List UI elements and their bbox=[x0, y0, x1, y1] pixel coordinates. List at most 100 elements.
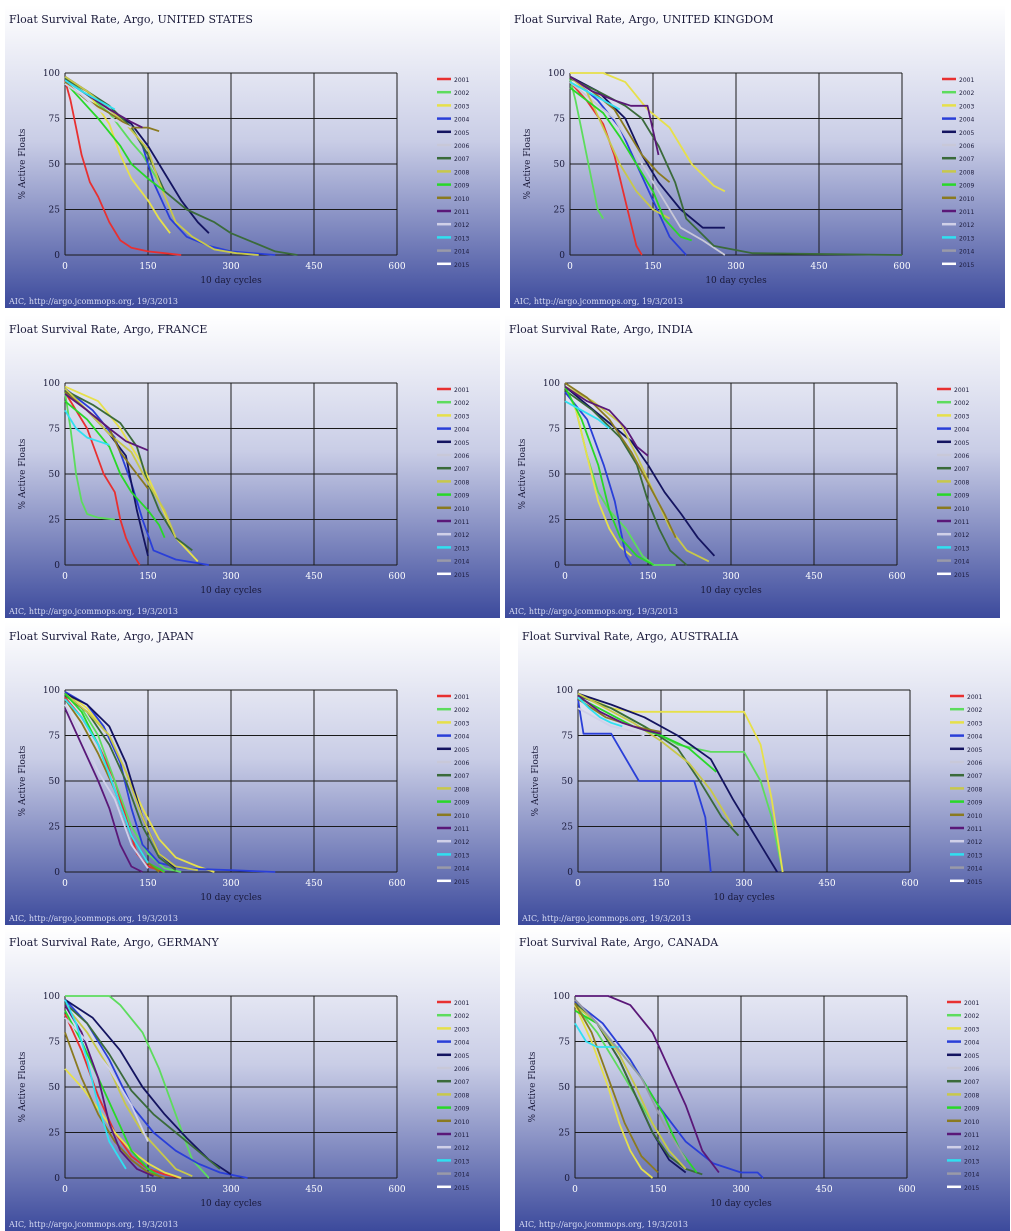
series-line-2010 bbox=[574, 1002, 659, 1174]
x-tick-label: 0 bbox=[567, 262, 573, 272]
source-credit: AIC, http://argo.jcommops.org, 19/3/2013 bbox=[8, 1220, 178, 1229]
legend-label: 2001 bbox=[964, 1000, 979, 1007]
x-tick-label: 300 bbox=[727, 262, 744, 272]
source-credit: AIC, http://argo.jcommops.org, 19/3/2013 bbox=[8, 607, 178, 616]
x-axis-label: 10 day cycles bbox=[200, 276, 262, 286]
survival-chart-panel: Float Survival Rate, Argo, UNITED KINGDO… bbox=[510, 5, 1005, 308]
x-tick-label: 150 bbox=[649, 1185, 666, 1195]
legend-label: 2014 bbox=[954, 559, 969, 566]
y-tick-label: 100 bbox=[43, 69, 60, 79]
x-axis-label: 10 day cycles bbox=[700, 586, 762, 596]
legend-label: 2010 bbox=[454, 196, 469, 203]
series-group bbox=[64, 385, 210, 566]
grid bbox=[577, 689, 911, 873]
series-line-2007 bbox=[577, 694, 740, 837]
x-tick-label: 600 bbox=[388, 572, 405, 582]
series-line-2013 bbox=[574, 1022, 620, 1048]
series-line-2011 bbox=[569, 75, 660, 156]
y-tick-label: 75 bbox=[49, 115, 61, 125]
y-tick-label: 75 bbox=[49, 732, 61, 742]
source-credit: AIC, http://argo.jcommops.org, 19/3/2013 bbox=[513, 297, 683, 306]
legend-label: 2002 bbox=[964, 1013, 979, 1020]
chart-svg: Float Survival Rate, Argo, INDIA 0 150 300 4… bbox=[505, 315, 1000, 618]
legend-label: 2010 bbox=[964, 1119, 979, 1126]
series-line-2002 bbox=[65, 995, 210, 1179]
series-group bbox=[577, 692, 784, 873]
legend-label: 2012 bbox=[454, 839, 469, 846]
legend-label: 2010 bbox=[454, 506, 469, 513]
legend-label: 2007 bbox=[954, 466, 969, 473]
y-tick-label: 100 bbox=[556, 686, 573, 696]
legend-label: 2001 bbox=[954, 387, 969, 394]
series-line-2009 bbox=[564, 386, 654, 566]
y-tick-label: 100 bbox=[43, 379, 60, 389]
legend-label: 2001 bbox=[454, 387, 469, 394]
x-axis-label: 10 day cycles bbox=[705, 276, 767, 286]
chart-svg: Float Survival Rate, Argo, AUSTRALIA 0 150… bbox=[518, 622, 1011, 925]
x-tick-label: 0 bbox=[62, 879, 68, 889]
x-tick-label: 150 bbox=[139, 1185, 156, 1195]
x-tick-label: 0 bbox=[62, 262, 68, 272]
grid bbox=[64, 689, 398, 873]
chart-title: Float Survival Rate, Argo, AUSTRALIA bbox=[522, 630, 739, 643]
series-line-2013 bbox=[64, 79, 116, 111]
x-tick-label: 150 bbox=[652, 879, 669, 889]
panel-background bbox=[510, 5, 1005, 308]
legend-label: 2005 bbox=[454, 440, 469, 447]
y-axis-label: % Active Floats bbox=[18, 745, 28, 816]
legend-label: 2002 bbox=[454, 1013, 469, 1020]
series-line-2011 bbox=[64, 1004, 154, 1178]
chart-svg: Float Survival Rate, Argo, CANADA 0 150 300… bbox=[515, 928, 1010, 1231]
legend-label: 2008 bbox=[454, 479, 469, 486]
legend-label: 2011 bbox=[959, 209, 974, 216]
legend-label: 2002 bbox=[954, 400, 969, 407]
legend-label: 2015 bbox=[967, 879, 982, 886]
x-tick-label: 450 bbox=[815, 1185, 832, 1195]
series-line-2007 bbox=[64, 1002, 221, 1170]
y-tick-label: 25 bbox=[549, 516, 561, 526]
legend-label: 2005 bbox=[954, 440, 969, 447]
series-line-2013 bbox=[569, 81, 621, 111]
series-line-2009 bbox=[64, 400, 166, 539]
x-tick-label: 0 bbox=[62, 572, 68, 582]
x-tick-label: 600 bbox=[888, 572, 905, 582]
legend-label: 2012 bbox=[959, 222, 974, 229]
y-axis-label: % Active Floats bbox=[523, 128, 533, 199]
legend-label: 2009 bbox=[967, 800, 982, 807]
legend-label: 2012 bbox=[454, 222, 469, 229]
y-tick-label: 75 bbox=[554, 115, 566, 125]
y-tick-label: 50 bbox=[49, 1083, 61, 1093]
series-line-2012 bbox=[64, 704, 149, 869]
x-tick-label: 600 bbox=[388, 879, 405, 889]
x-tick-label: 450 bbox=[305, 262, 322, 272]
legend-label: 2011 bbox=[454, 826, 469, 833]
legend-label: 2002 bbox=[454, 707, 469, 714]
series-line-2010 bbox=[64, 1032, 165, 1179]
y-tick-label: 25 bbox=[562, 823, 574, 833]
legend-label: 2012 bbox=[954, 532, 969, 539]
legend-label: 2013 bbox=[454, 545, 469, 552]
panel-background bbox=[518, 622, 1011, 925]
legend-label: 2003 bbox=[954, 413, 969, 420]
y-tick-label: 0 bbox=[54, 251, 60, 261]
legend: 2001 2002 2003 2004 2005 2006 2007 2008 2009 2010… bbox=[437, 1000, 469, 1192]
legend-label: 2014 bbox=[967, 866, 982, 873]
chart-title: Float Survival Rate, Argo, UNITED STATES bbox=[9, 13, 253, 26]
series-line-2013 bbox=[564, 400, 610, 430]
legend-label: 2008 bbox=[454, 1092, 469, 1099]
legend-label: 2002 bbox=[959, 90, 974, 97]
series-line-2006 bbox=[569, 81, 726, 256]
y-axis-label: % Active Floats bbox=[518, 438, 528, 509]
legend-label: 2002 bbox=[967, 707, 982, 714]
chart-svg: Float Survival Rate, Argo, UNITED KINGDO… bbox=[510, 5, 1005, 308]
legend-label: 2006 bbox=[454, 453, 469, 460]
legend-label: 2004 bbox=[454, 427, 469, 434]
x-tick-label: 450 bbox=[305, 1185, 322, 1195]
y-tick-label: 100 bbox=[548, 69, 565, 79]
legend: 2001 2002 2003 2004 2005 2006 2007 2008 2009 2010… bbox=[937, 387, 969, 579]
source-credit: AIC, http://argo.jcommops.org, 19/3/2013 bbox=[8, 914, 178, 923]
legend-label: 2006 bbox=[967, 760, 982, 767]
legend-label: 2006 bbox=[954, 453, 969, 460]
y-tick-label: 25 bbox=[559, 1129, 571, 1139]
legend-label: 2009 bbox=[954, 493, 969, 500]
